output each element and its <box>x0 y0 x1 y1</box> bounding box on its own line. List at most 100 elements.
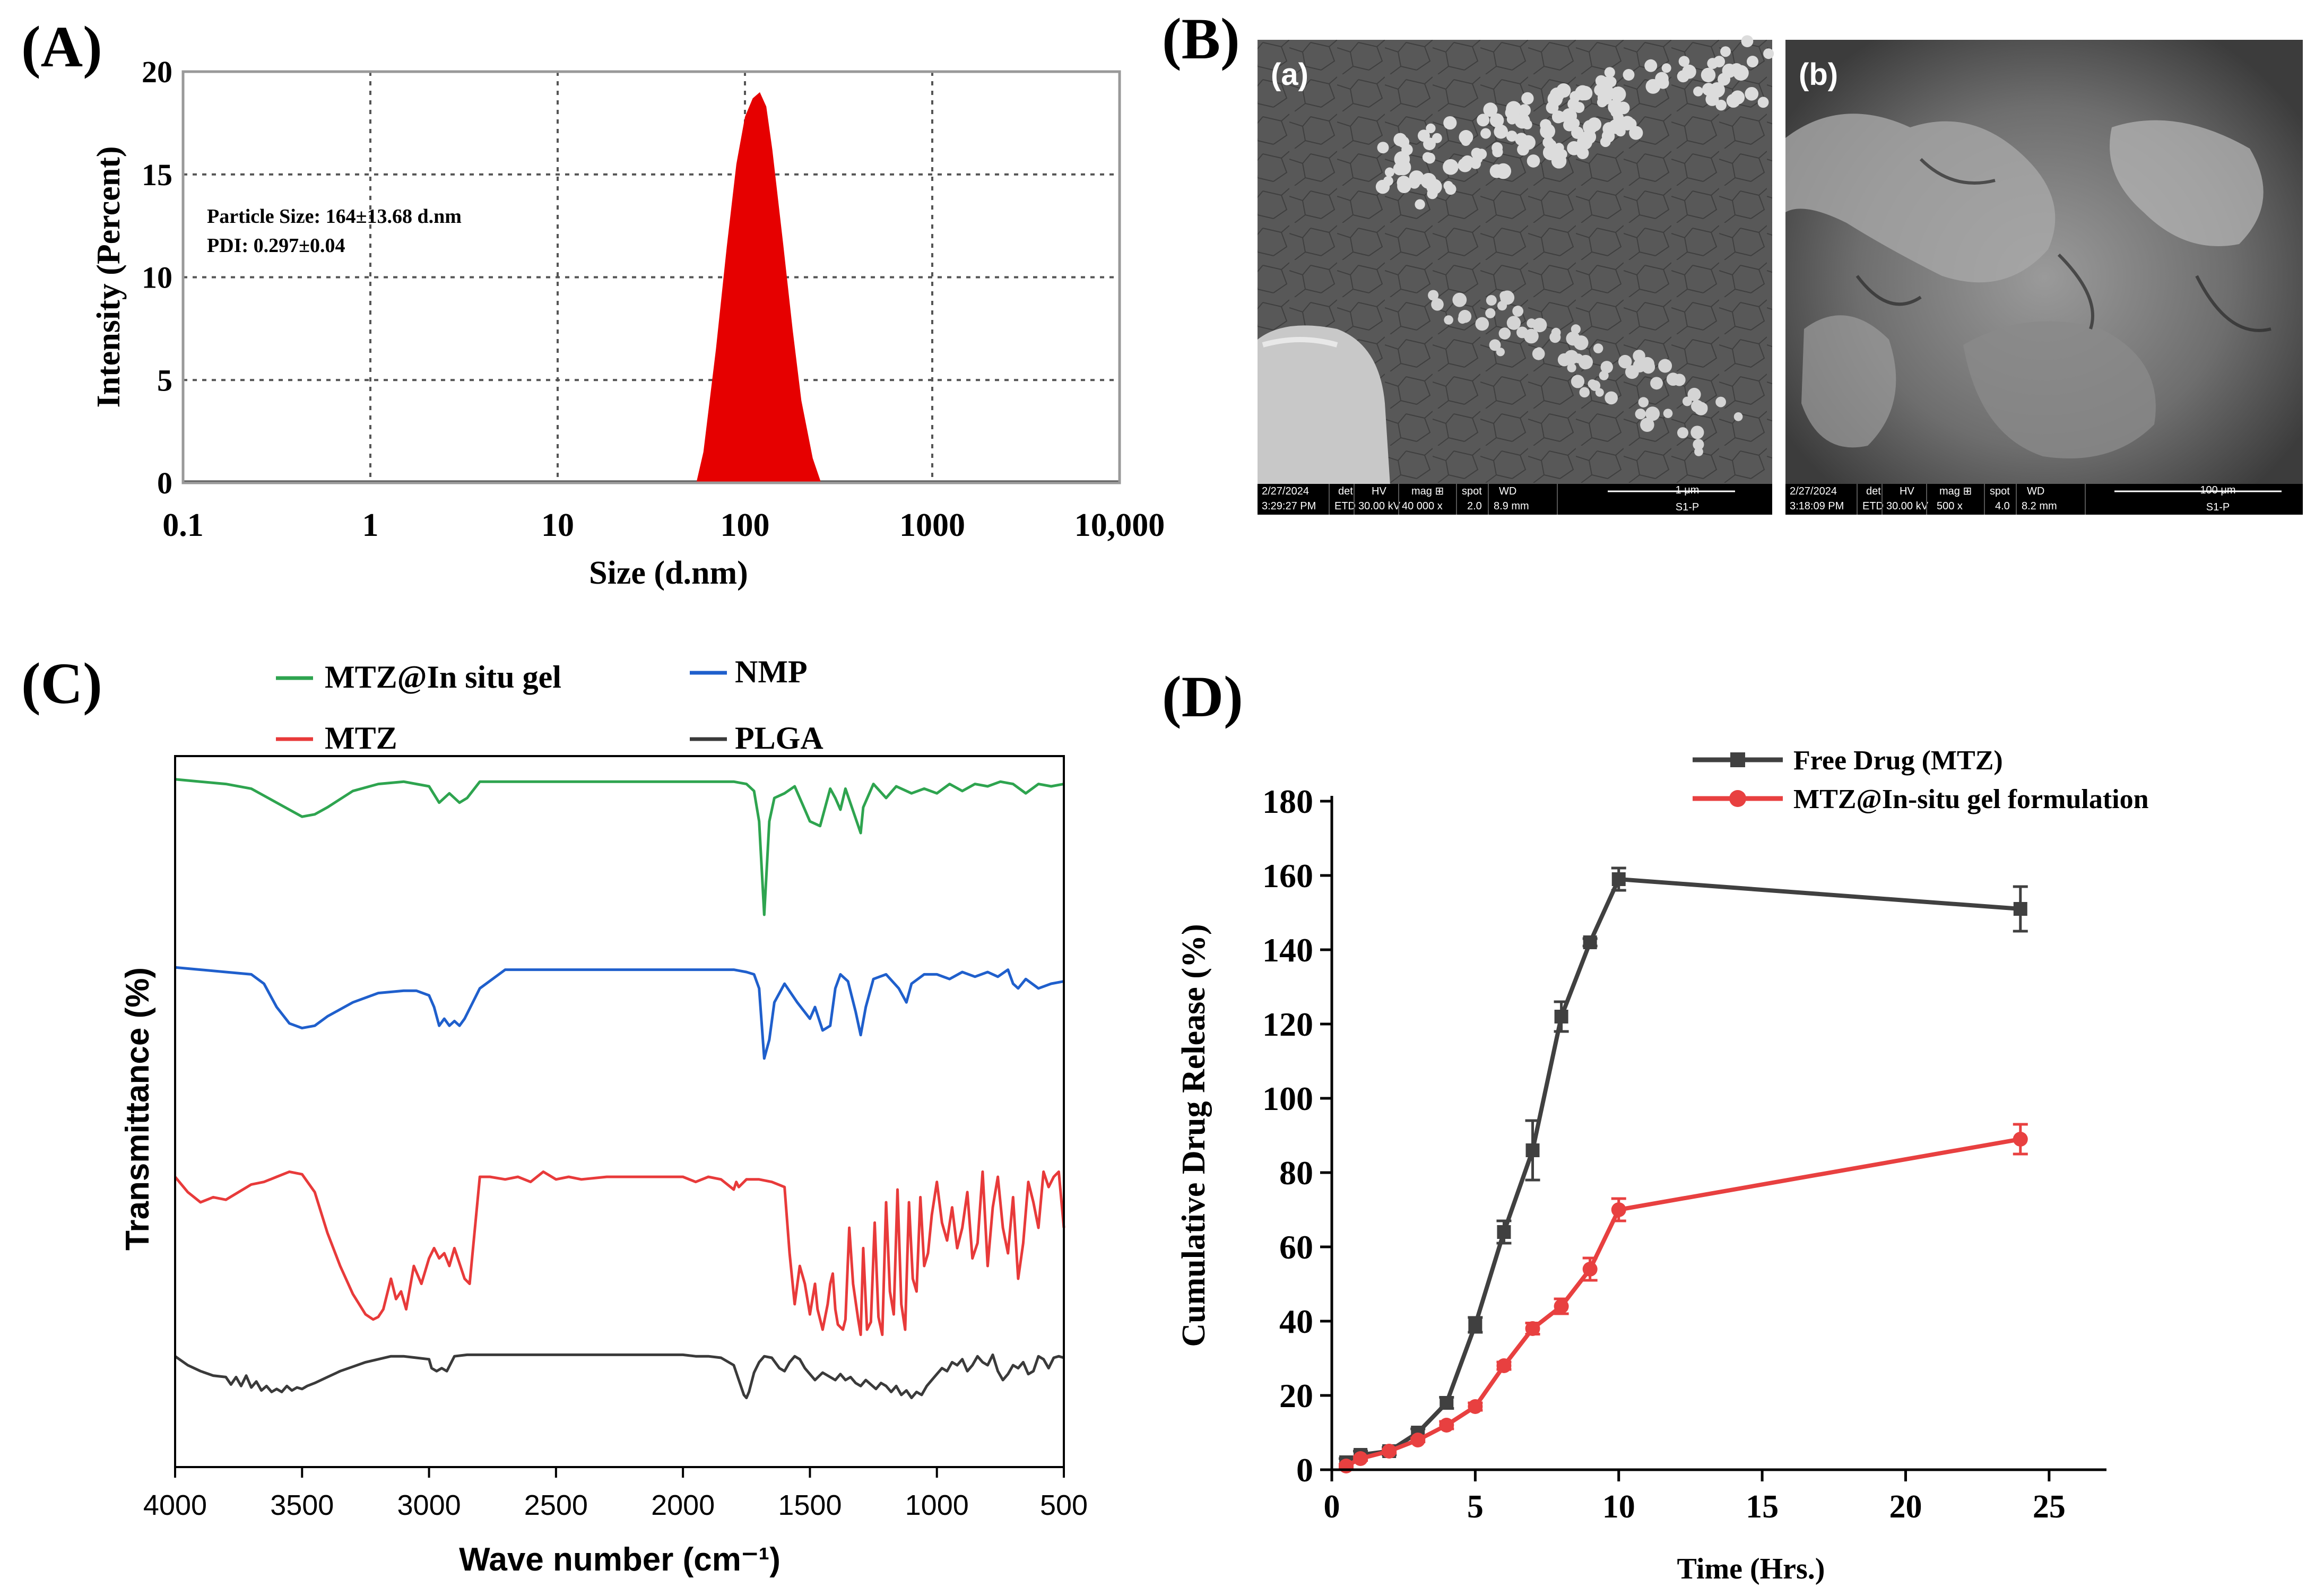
sem-nanoparticle <box>1579 387 1590 398</box>
release-y-tick-label: 60 <box>1279 1228 1313 1266</box>
sem-nanoparticle <box>1595 75 1607 87</box>
sem-nanoparticle <box>1415 199 1425 210</box>
sem-nanoparticle <box>1506 316 1521 330</box>
svg-text:100 μm: 100 μm <box>2200 484 2235 496</box>
svg-text:ETD: ETD <box>1862 500 1884 512</box>
legend-marker-gel-formulation <box>1729 790 1746 807</box>
svg-text:spot: spot <box>1462 485 1482 497</box>
sem-nanoparticle <box>1640 357 1654 371</box>
ftir-line-plga <box>174 1353 1064 1400</box>
sem-nanoparticle <box>1532 318 1547 333</box>
sem-nanoparticle <box>1701 67 1716 83</box>
sem-nanoparticle <box>1496 348 1505 357</box>
release-x-axis-label: Time (Hrs.) <box>1677 1552 1825 1585</box>
sem-nanoparticle <box>1512 306 1524 317</box>
legend-label-free-drug: Free Drug (MTZ) <box>1793 745 2003 776</box>
data-point-free-drug <box>1497 1225 1511 1239</box>
ftir-legend: MTZ@In situ gel NMP MTZ PLGA <box>276 654 823 756</box>
ftir-axis-ticks: 4000 3500 3000 2500 2000 1500 1000 500 <box>143 1467 1088 1521</box>
release-y-axis-label: Cumulative Drug Release (%) <box>1176 924 1212 1347</box>
svg-text:40 000 x: 40 000 x <box>1402 500 1443 512</box>
ftir-x-tick-label: 500 <box>1040 1489 1088 1521</box>
sem-nanoparticle <box>1593 343 1603 353</box>
sem-nanoparticle <box>1687 387 1701 401</box>
ftir-spectra <box>174 778 1065 1400</box>
data-point-free-drug <box>1468 1318 1482 1332</box>
dls-annotation-pdi: PDI: 0.297±0.04 <box>207 235 345 257</box>
sem-nanoparticle <box>1506 131 1518 142</box>
sem-nanoparticle <box>1693 86 1703 97</box>
dls-x-tick-label: 1 <box>362 507 379 543</box>
sem-nanoparticle <box>1498 327 1511 340</box>
sem-nanoparticle <box>1409 170 1424 186</box>
ftir-x-tick-label: 2500 <box>524 1489 588 1521</box>
sem-nanoparticle <box>1472 153 1483 164</box>
sem-nanoparticle <box>1763 48 1774 59</box>
sem-nanoparticle <box>1604 67 1615 78</box>
svg-text:det: det <box>1866 485 1881 497</box>
sem-a-label: (a) <box>1271 57 1308 92</box>
dls-y-tick-label: 20 <box>142 55 172 89</box>
sem-nanoparticle <box>1582 129 1597 144</box>
data-point-gel-formulation <box>1382 1444 1397 1459</box>
sem-nanoparticle <box>1489 164 1504 178</box>
data-point-gel-formulation <box>1353 1451 1368 1466</box>
sem-nanoparticle <box>1645 406 1660 421</box>
data-point-free-drug <box>1611 872 1626 886</box>
sem-nanoparticle <box>1745 86 1759 101</box>
release-axes: 0 20 40 60 80 100 120 140 160 180 0 5 10 15 20 25 <box>1262 783 2106 1525</box>
dls-x-axis-label: Size (d.nm) <box>589 555 748 591</box>
data-point-gel-formulation <box>1410 1433 1426 1447</box>
sem-nanoparticle <box>1492 146 1503 158</box>
sem-nanoparticle <box>1615 126 1626 137</box>
sem-nanoparticle <box>1600 361 1613 374</box>
release-y-tick-label: 40 <box>1279 1303 1313 1340</box>
sem-nanoparticle <box>1726 93 1740 108</box>
panel-label-d: (D) <box>1162 664 1243 729</box>
data-point-free-drug <box>2013 902 2027 916</box>
dls-x-tick-label: 100 <box>721 507 770 543</box>
release-x-tick-label: 20 <box>1889 1489 1922 1525</box>
dls-plot-frame <box>181 70 1121 484</box>
sem-nanoparticle <box>1608 99 1623 115</box>
sem-nanoparticle <box>1601 84 1614 97</box>
svg-text:2.0: 2.0 <box>1467 500 1482 512</box>
sem-nanoparticle <box>1540 119 1551 131</box>
sem-nanoparticle <box>1655 72 1669 86</box>
sem-nanoparticle <box>1426 123 1436 134</box>
svg-text:det: det <box>1338 485 1353 497</box>
release-line-gel-formulation <box>1345 1137 2021 1468</box>
release-x-tick-label: 25 <box>2033 1489 2066 1525</box>
sem-nanoparticle <box>1549 332 1561 343</box>
release-line-free-drug <box>1345 877 2021 1464</box>
sem-nanoparticle <box>1423 137 1436 151</box>
release-legend: Free Drug (MTZ) MTZ@In-situ gel formulat… <box>1693 745 2149 814</box>
sem-nanoparticle <box>1556 111 1567 123</box>
sem-nanoparticle <box>1610 86 1626 102</box>
sem-nanoparticle <box>1638 397 1649 407</box>
ftir-line-nmp <box>175 966 1064 1060</box>
sem-nanoparticle <box>1644 59 1658 72</box>
dls-annotation-size: Particle Size: 164±13.68 d.nm <box>207 205 462 228</box>
sem-nanoparticle <box>1461 155 1475 169</box>
sem-nanoparticle <box>1658 359 1672 373</box>
dls-x-tick-label: 10 <box>541 507 574 543</box>
sem-nanoparticle <box>1483 102 1498 117</box>
sem-nanoparticle <box>1566 331 1580 346</box>
dls-x-tick-label: 0.1 <box>162 507 204 543</box>
sem-nanoparticle <box>1444 315 1453 325</box>
sem-nanoparticle <box>1575 85 1591 101</box>
release-x-tick-label: 5 <box>1467 1489 1484 1525</box>
svg-text:2/27/2024: 2/27/2024 <box>1790 485 1837 497</box>
sem-nanoparticle <box>1377 142 1389 154</box>
svg-text:spot: spot <box>1990 485 2010 497</box>
svg-text:4.0: 4.0 <box>1995 500 2010 512</box>
ftir-line-mtz <box>174 1170 1065 1337</box>
ftir-x-tick-label: 1000 <box>905 1489 969 1521</box>
sem-nanoparticle <box>1452 292 1467 307</box>
sem-nanoparticle <box>1673 374 1686 386</box>
sem-nanoparticle <box>1424 152 1436 164</box>
sem-nanoparticle <box>1715 396 1726 407</box>
sem-nanoparticle <box>1427 188 1438 200</box>
sem-nanoparticle <box>1567 141 1581 155</box>
